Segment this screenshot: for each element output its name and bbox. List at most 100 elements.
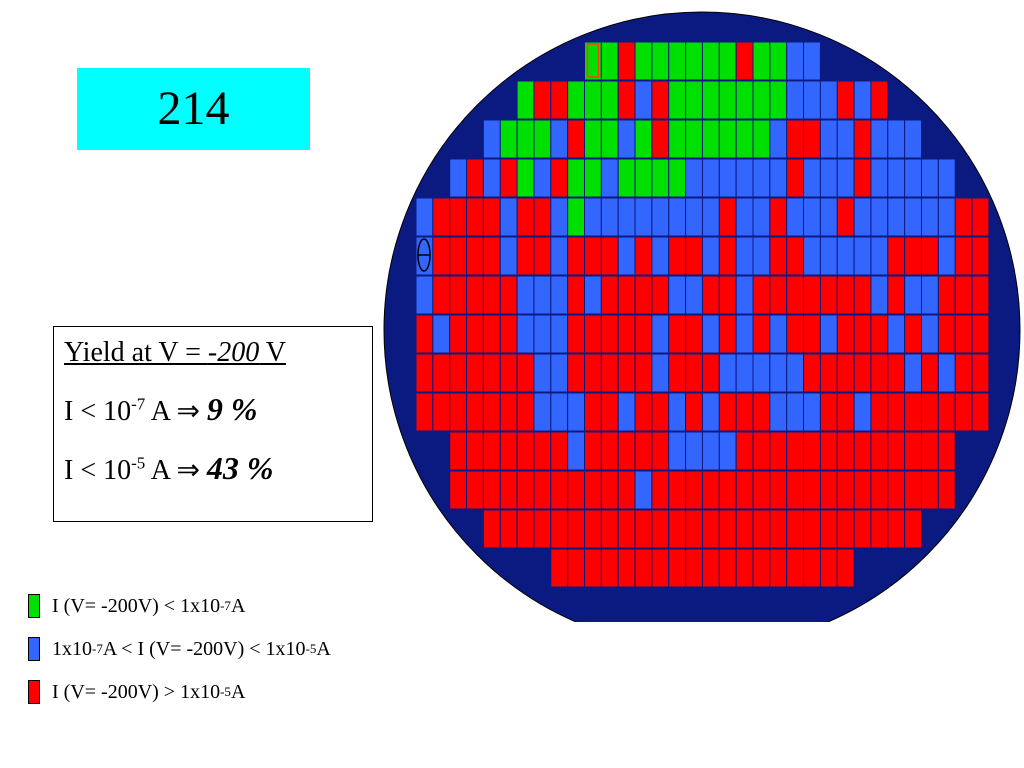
die xyxy=(769,431,788,471)
die xyxy=(971,353,990,393)
die xyxy=(634,353,653,393)
die xyxy=(870,509,889,549)
die xyxy=(634,470,653,510)
die xyxy=(718,275,737,315)
die xyxy=(701,119,720,159)
die xyxy=(752,158,771,198)
die xyxy=(971,314,990,354)
die xyxy=(651,158,670,198)
die xyxy=(786,80,805,120)
die xyxy=(482,470,501,510)
die xyxy=(449,392,468,432)
die xyxy=(803,314,821,354)
die xyxy=(819,197,838,237)
die xyxy=(466,275,484,315)
die xyxy=(651,275,670,315)
die xyxy=(853,197,872,237)
die xyxy=(482,353,501,393)
die xyxy=(634,236,653,276)
die xyxy=(904,275,923,315)
die xyxy=(634,41,653,81)
die xyxy=(584,509,602,549)
die xyxy=(634,431,653,471)
die xyxy=(954,353,973,393)
legend-text: I (V= -200V) > 1x10 xyxy=(52,680,221,703)
die xyxy=(836,275,855,315)
die xyxy=(466,197,484,237)
die xyxy=(718,392,737,432)
die xyxy=(786,470,805,510)
die xyxy=(803,548,821,588)
die xyxy=(668,314,687,354)
die xyxy=(499,119,518,159)
die xyxy=(769,41,788,81)
yield-line: I < 10-5 A ⇒ 43 % xyxy=(64,450,372,487)
die xyxy=(819,119,838,159)
die xyxy=(870,236,889,276)
die xyxy=(617,314,636,354)
die xyxy=(668,392,687,432)
die xyxy=(533,353,552,393)
die xyxy=(584,275,602,315)
exponent: -7 xyxy=(92,641,103,656)
die xyxy=(466,314,484,354)
die xyxy=(870,353,889,393)
die xyxy=(803,509,821,549)
die xyxy=(482,236,501,276)
die xyxy=(769,548,788,588)
die xyxy=(516,197,535,237)
die xyxy=(853,353,872,393)
die xyxy=(904,236,923,276)
die xyxy=(617,353,636,393)
label-box: 214 xyxy=(77,68,310,150)
die xyxy=(600,509,619,549)
die xyxy=(567,119,586,159)
die xyxy=(449,431,468,471)
die xyxy=(904,197,923,237)
die xyxy=(904,119,923,159)
die xyxy=(701,236,720,276)
die xyxy=(904,431,923,471)
die xyxy=(735,236,754,276)
die xyxy=(482,314,501,354)
die xyxy=(499,236,518,276)
die xyxy=(921,314,939,354)
die xyxy=(600,80,619,120)
die xyxy=(634,119,653,159)
die xyxy=(533,119,552,159)
text: V xyxy=(259,337,286,368)
die xyxy=(853,431,872,471)
die xyxy=(533,275,552,315)
die xyxy=(803,119,821,159)
die xyxy=(499,197,518,237)
die xyxy=(701,158,720,198)
exponent: -7 xyxy=(131,394,146,414)
die xyxy=(432,275,451,315)
die xyxy=(937,392,956,432)
die xyxy=(466,392,484,432)
die xyxy=(870,119,889,159)
die xyxy=(584,548,602,588)
die xyxy=(819,236,838,276)
die xyxy=(718,158,737,198)
exponent: -5 xyxy=(220,684,231,699)
die xyxy=(634,197,653,237)
die xyxy=(752,197,771,237)
die xyxy=(668,158,687,198)
die xyxy=(634,548,653,588)
legend-swatch xyxy=(28,594,40,618)
die xyxy=(685,470,703,510)
yield-box: Yield at V = -200 V I < 10-7 A ⇒ 9 % I < … xyxy=(53,326,373,522)
die xyxy=(499,509,518,549)
die xyxy=(600,275,619,315)
die xyxy=(516,353,535,393)
die xyxy=(786,197,805,237)
die xyxy=(701,275,720,315)
die xyxy=(482,197,501,237)
die xyxy=(718,41,737,81)
die xyxy=(499,314,518,354)
die xyxy=(803,236,821,276)
legend-text: A xyxy=(316,637,331,660)
die xyxy=(904,158,923,198)
